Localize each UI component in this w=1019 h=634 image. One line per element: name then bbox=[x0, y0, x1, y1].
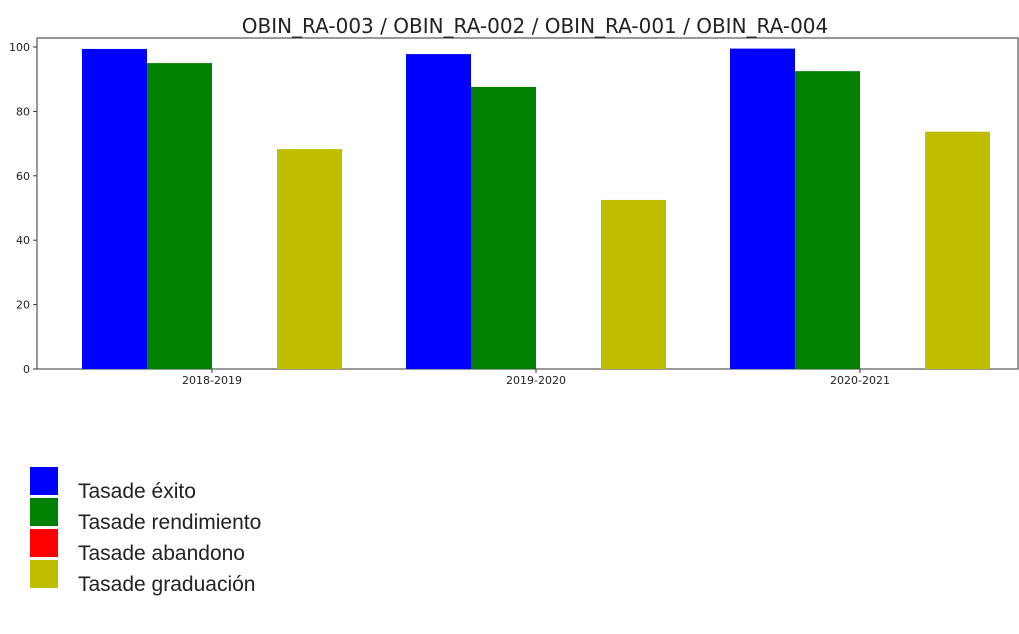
y-tick-label: 100 bbox=[9, 41, 30, 54]
bar-0-1 bbox=[406, 54, 471, 370]
y-tick-label: 40 bbox=[16, 234, 30, 247]
legend-swatch bbox=[30, 498, 58, 526]
y-tick-label: 20 bbox=[16, 299, 30, 312]
legend-label: Tasade éxito bbox=[78, 480, 196, 503]
chart-title: OBIN_RA-003 / OBIN_RA-002 / OBIN_RA-001 … bbox=[242, 14, 829, 38]
legend-swatch bbox=[30, 529, 58, 557]
bar-1-1 bbox=[471, 86, 536, 369]
bar-1-0 bbox=[147, 63, 212, 369]
y-axis: 0 20 40 60 80 100 bbox=[9, 41, 37, 376]
bar-1-2 bbox=[795, 71, 860, 370]
y-tick-label: 0 bbox=[23, 363, 30, 376]
legend-label: Tasade abandono bbox=[78, 542, 245, 565]
y-tick-label: 60 bbox=[16, 170, 30, 183]
legend-label: Tasade graduación bbox=[78, 573, 256, 596]
bar-3-1 bbox=[601, 199, 666, 369]
legend-swatch bbox=[30, 467, 58, 495]
x-tick-label: 2018-2019 bbox=[182, 374, 242, 387]
x-tick-label: 2019-2020 bbox=[506, 374, 566, 387]
bar-3-0 bbox=[277, 149, 342, 369]
bar-chart: OBIN_RA-003 / OBIN_RA-002 / OBIN_RA-001 … bbox=[9, 14, 1019, 387]
y-tick-label: 80 bbox=[16, 105, 30, 118]
bar-3-2 bbox=[925, 131, 990, 369]
legend-swatch bbox=[30, 560, 58, 588]
bar-0-0 bbox=[82, 48, 147, 369]
x-tick-label: 2020-2021 bbox=[830, 374, 890, 387]
legend-label: Tasade rendimiento bbox=[78, 511, 262, 534]
x-axis: 2018-2019 2019-2020 2020-2021 bbox=[182, 369, 890, 387]
bar-0-2 bbox=[730, 48, 795, 370]
bars-group bbox=[82, 48, 990, 370]
